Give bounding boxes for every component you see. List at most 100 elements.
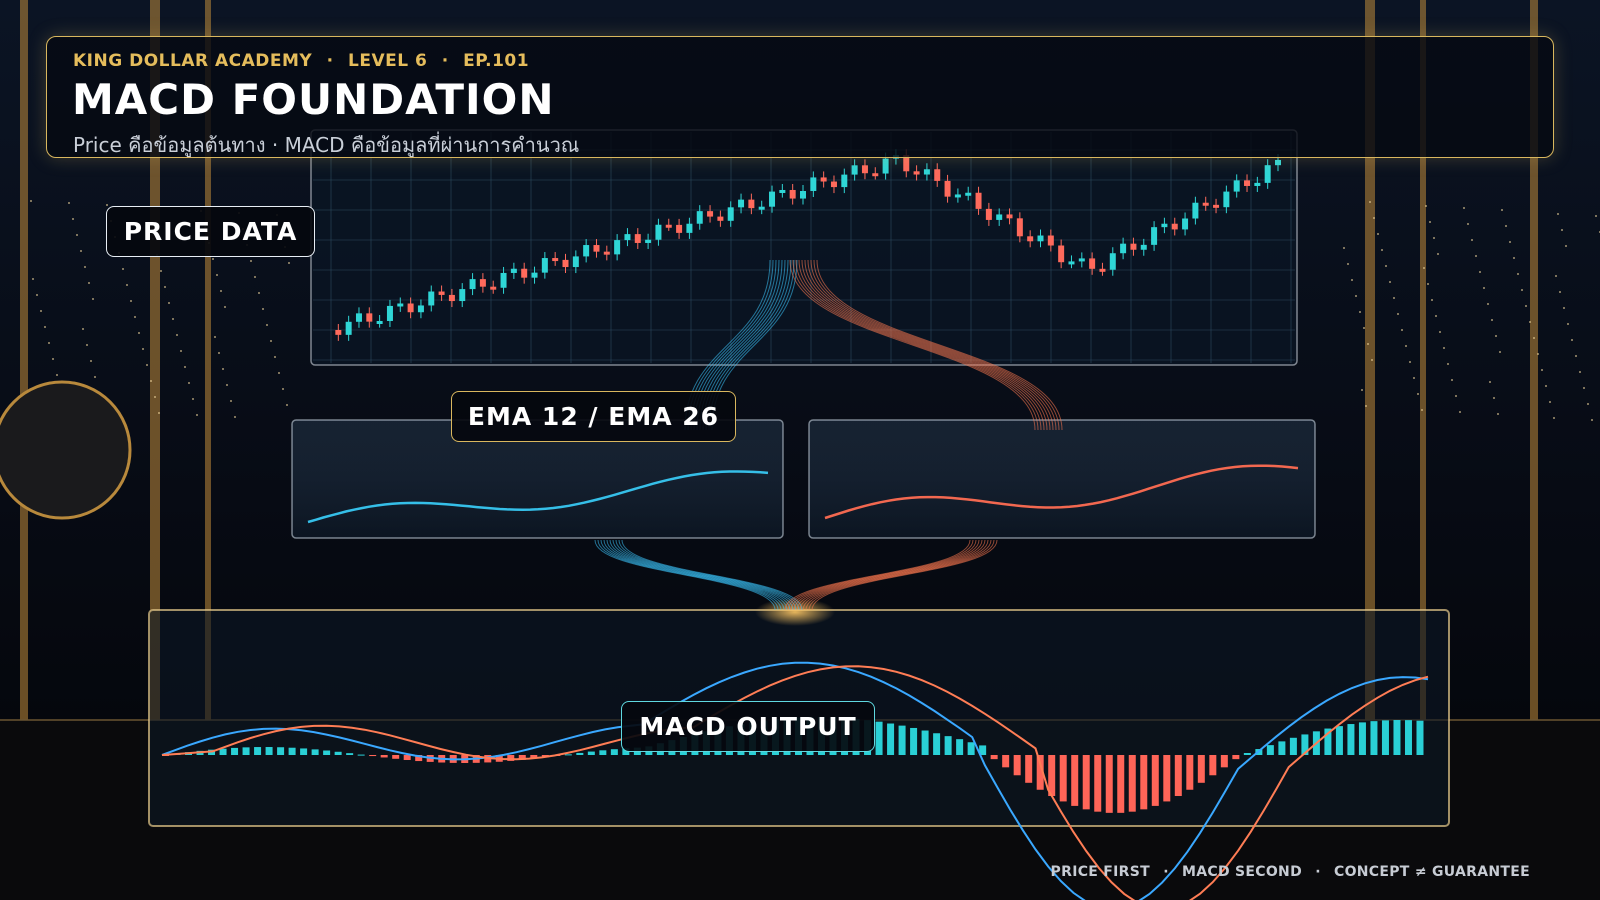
histogram-bar — [1358, 722, 1366, 755]
histogram-bar — [1232, 755, 1240, 760]
histogram-bar — [1335, 726, 1343, 755]
city-light — [1385, 265, 1387, 267]
histogram-bar — [1071, 755, 1079, 806]
flow-line — [798, 259, 1045, 431]
flow-line — [784, 539, 971, 611]
city-light — [146, 364, 148, 366]
city-light — [36, 294, 38, 296]
panel-label: EMA 12 / EMA 26 — [451, 391, 736, 442]
city-light — [286, 404, 288, 406]
histogram-bar — [944, 736, 952, 755]
city-light — [1487, 303, 1489, 305]
candle — [1140, 244, 1147, 250]
city-light — [1467, 223, 1469, 225]
candle — [861, 165, 868, 174]
histogram-bar — [334, 751, 342, 755]
city-light — [1397, 313, 1399, 315]
histogram-bar — [392, 755, 400, 759]
city-light — [56, 374, 58, 376]
city-light — [122, 268, 124, 270]
city-light — [160, 270, 162, 272]
candle — [1213, 204, 1220, 208]
city-light — [138, 332, 140, 334]
city-light — [1435, 315, 1437, 317]
histogram-bar — [875, 721, 883, 755]
candle — [1078, 258, 1085, 262]
candle — [645, 239, 652, 243]
city-light — [1439, 331, 1441, 333]
city-light — [1595, 215, 1597, 217]
city-light — [80, 250, 82, 252]
candle — [521, 268, 528, 278]
candle — [624, 234, 631, 241]
pillar — [20, 0, 28, 720]
candle — [996, 214, 1003, 220]
city-light — [1409, 361, 1411, 363]
city-light — [32, 278, 34, 280]
candle — [335, 330, 342, 335]
city-light — [1471, 239, 1473, 241]
city-light — [1431, 299, 1433, 301]
pillar — [150, 0, 160, 720]
flow-line — [790, 539, 977, 611]
city-light — [180, 350, 182, 352]
city-light — [164, 286, 166, 288]
flow-line — [796, 539, 983, 611]
candle — [1275, 159, 1281, 166]
candle — [428, 291, 435, 306]
city-light — [1423, 267, 1425, 269]
histogram-bar — [887, 723, 895, 755]
flow-line — [606, 539, 788, 611]
breadcrumb-item: KING DOLLAR ACADEMY — [73, 51, 313, 71]
ema-line — [307, 470, 769, 524]
city-light — [1591, 419, 1593, 421]
city-light — [220, 290, 222, 292]
city-light — [250, 260, 252, 262]
candle — [1016, 218, 1023, 237]
flow-line — [793, 539, 980, 611]
city-light — [1405, 345, 1407, 347]
candle — [748, 199, 755, 209]
ema-line — [824, 464, 1299, 520]
separator: · — [326, 51, 334, 71]
candle — [758, 206, 765, 210]
city-light — [88, 282, 90, 284]
candle — [851, 165, 858, 175]
city-light — [1495, 335, 1497, 337]
city-light — [196, 414, 198, 416]
city-light — [1525, 305, 1527, 307]
candle — [469, 279, 476, 290]
histogram-bar — [1209, 755, 1217, 776]
candle — [954, 194, 961, 198]
candle — [366, 313, 373, 322]
candle — [355, 313, 362, 322]
candle — [1244, 180, 1251, 186]
city-light — [270, 340, 272, 342]
city-light — [1373, 217, 1375, 219]
pillar — [1365, 0, 1375, 720]
histogram-bar — [265, 747, 273, 755]
city-light — [1343, 247, 1345, 249]
histogram-bar — [1082, 755, 1090, 810]
flow-line — [609, 539, 791, 611]
histogram-bar — [1197, 755, 1205, 783]
histogram-bar — [933, 733, 941, 755]
candle — [541, 258, 548, 273]
illustration — [161, 132, 1429, 900]
candle — [500, 272, 507, 288]
city-light — [1533, 337, 1535, 339]
city-light — [92, 298, 94, 300]
candle — [448, 294, 455, 302]
city-light — [1429, 221, 1431, 223]
city-light — [168, 302, 170, 304]
city-light — [1381, 249, 1383, 251]
flow-line — [621, 539, 803, 611]
city-light — [1583, 387, 1585, 389]
candle — [1254, 182, 1261, 186]
city-light — [158, 412, 160, 414]
city-light — [1401, 329, 1403, 331]
city-light — [82, 328, 84, 330]
candle — [1027, 236, 1034, 242]
candle — [696, 211, 703, 224]
candle — [552, 258, 559, 262]
